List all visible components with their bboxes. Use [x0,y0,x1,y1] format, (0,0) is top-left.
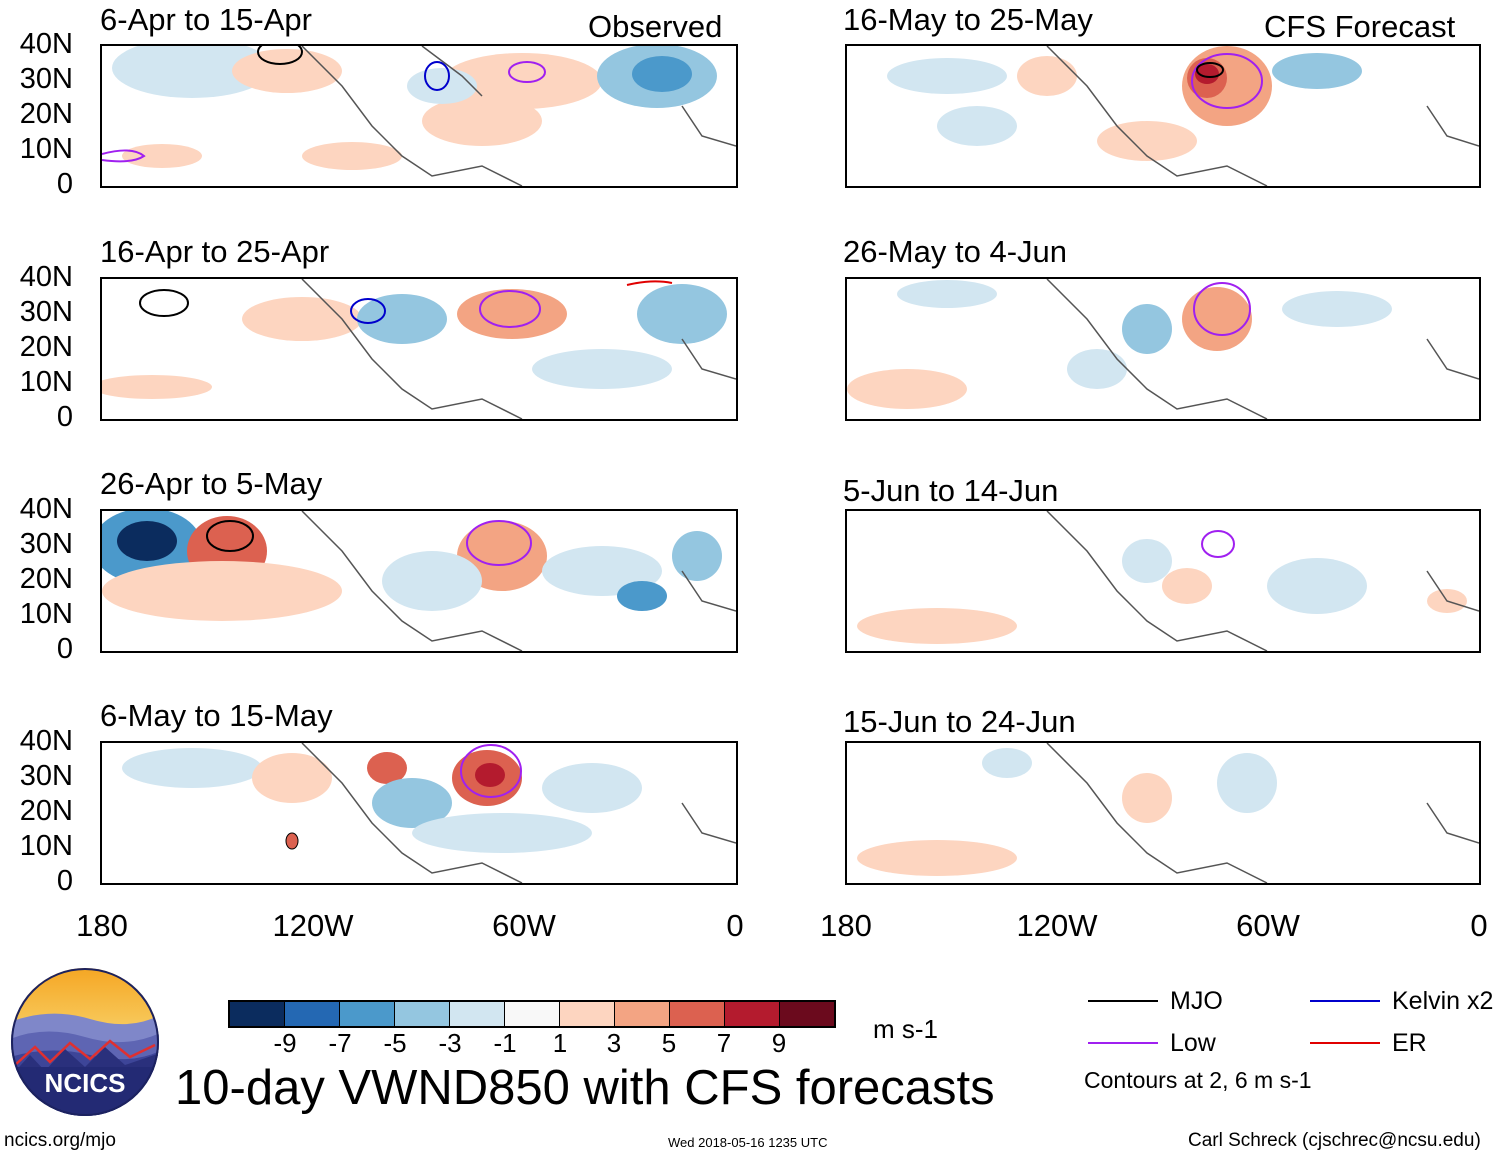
lat-label: 0 [56,633,73,665]
panel-title: 16-Apr to 25-Apr [100,234,330,269]
lat-label: 30N [19,296,73,328]
map-panel-8 [845,741,1481,885]
lon-label: 120W [1016,908,1098,943]
colorbar-swatch [505,1002,560,1026]
lat-label: 0 [56,168,73,200]
map-panel-3 [100,509,738,653]
lon-label: 60W [1236,908,1300,943]
panel-title: 6-May to 15-May [100,698,333,733]
logo-text: NCICS [45,1068,126,1098]
lat-label: 10N [19,133,73,165]
lat-label: 30N [19,760,73,792]
legend-line-er [1310,1042,1380,1044]
colorbar-tick: 3 [606,1028,622,1058]
colorbar-swatch [725,1002,780,1026]
map-panel-2 [100,277,738,421]
lat-label: 10N [19,366,73,398]
panel-tag-observed: Observed [588,9,723,44]
lat-label: 20N [19,98,73,130]
legend-label-er: ER [1392,1029,1427,1057]
colorbar-tick: -9 [273,1028,297,1058]
panel-title: 26-May to 4-Jun [843,234,1067,269]
colorbar-tick: 5 [661,1028,677,1058]
colorbar-swatch [615,1002,670,1026]
lon-label: 180 [820,908,872,943]
legend-line-mjo [1088,1000,1158,1002]
footer-timestamp: Wed 2018-05-16 1235 UTC [668,1135,828,1150]
colorbar-tick: 9 [771,1028,787,1058]
colorbar-units: m s-1 [873,1014,938,1044]
legend-label-low: Low [1170,1029,1216,1057]
colorbar-swatch [780,1002,834,1026]
lat-label: 10N [19,830,73,862]
lat-label: 0 [56,401,73,433]
colorbar-swatch [230,1002,285,1026]
lat-label: 20N [19,331,73,363]
lat-label: 40N [19,28,73,60]
map-panel-5 [845,44,1481,188]
lat-label: 0 [56,865,73,897]
footer-url: ncics.org/mjo [4,1130,116,1151]
lon-label: 120W [272,908,354,943]
lat-label: 40N [19,261,73,293]
lat-label: 10N [19,598,73,630]
legend-note: Contours at 2, 6 m s-1 [1084,1067,1312,1093]
footer-credit: Carl Schreck (cjschrec@ncsu.edu) [1188,1130,1481,1151]
panel-title: 15-Jun to 24-Jun [843,704,1076,739]
lat-label: 20N [19,563,73,595]
panel-tag-forecast: CFS Forecast [1264,9,1456,44]
map-panel-6 [845,277,1481,421]
ncics-logo: NCICS [10,967,160,1117]
colorbar-tick: -3 [438,1028,462,1058]
colorbar-tick: -7 [328,1028,352,1058]
lon-label: 0 [1470,908,1488,943]
colorbar-swatch [395,1002,450,1026]
lat-label: 40N [19,725,73,757]
lon-label: 60W [492,908,556,943]
lat-label: 20N [19,795,73,827]
colorbar-swatch [285,1002,340,1026]
lat-label: 30N [19,528,73,560]
panel-title: 6-Apr to 15-Apr [100,2,312,37]
main-title: 10-day VWND850 with CFS forecasts [175,1061,995,1115]
legend-line-low [1088,1042,1158,1044]
panel-title: 5-Jun to 14-Jun [843,473,1059,508]
lat-label: 30N [19,63,73,95]
lon-label: 180 [76,908,128,943]
map-panel-1 [100,44,738,188]
panel-title: 16-May to 25-May [843,2,1093,37]
colorbar-swatch [560,1002,615,1026]
legend-line-kelvin [1310,1000,1380,1002]
colorbar-swatch [670,1002,725,1026]
panel-title: 26-Apr to 5-May [100,466,323,501]
colorbar-swatch [340,1002,395,1026]
colorbar [228,1000,836,1028]
lat-label: 40N [19,493,73,525]
lon-label: 0 [726,908,744,943]
colorbar-tick: 1 [552,1028,568,1058]
legend-label-kelvin: Kelvin x2 [1392,987,1494,1015]
map-panel-4 [100,741,738,885]
map-panel-7 [845,509,1481,653]
colorbar-swatch [450,1002,505,1026]
colorbar-tick: -1 [493,1028,517,1058]
colorbar-tick: -5 [383,1028,407,1058]
colorbar-tick: 7 [716,1028,732,1058]
legend-label-mjo: MJO [1170,987,1223,1015]
